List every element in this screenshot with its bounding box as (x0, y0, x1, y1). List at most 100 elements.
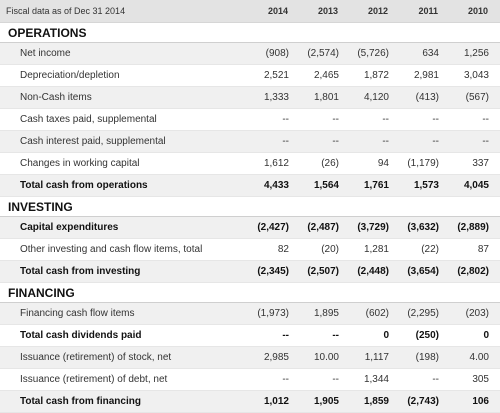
row-value: 4,045 (463, 180, 489, 191)
row-value: 1,872 (363, 70, 389, 81)
table-row: Total cash from operations 4,433 1,564 1,76… (0, 175, 500, 197)
table-row: Net income (908) (2,574) (5,726) 634 1,256 (0, 43, 500, 65)
row-value: -- (482, 114, 489, 125)
row-value: 1,333 (263, 92, 289, 103)
row-value: (1,179) (407, 158, 439, 169)
row-value: (2,507) (307, 266, 339, 277)
row-value: 1,801 (313, 92, 339, 103)
row-value: -- (282, 136, 289, 147)
row-value: 2,985 (263, 352, 289, 363)
table-row: Cash taxes paid, supplemental -- -- -- -- -- (0, 109, 500, 131)
row-label: Cash interest paid, supplemental (20, 136, 166, 147)
row-value: 1,281 (363, 244, 389, 255)
row-label: Non-Cash items (20, 92, 92, 103)
row-value: 1,859 (363, 396, 389, 407)
year-header-2010: 2010 (467, 6, 488, 16)
row-value: 1,895 (313, 308, 339, 319)
row-value: (3,632) (407, 222, 439, 233)
row-label: Other investing and cash flow items, tot… (20, 244, 203, 255)
row-label: Capital expenditures (20, 222, 119, 233)
row-value: 94 (377, 158, 389, 169)
row-value: (20) (321, 244, 339, 255)
row-value: -- (382, 114, 389, 125)
row-value: (2,889) (457, 222, 489, 233)
row-value: 82 (277, 244, 289, 255)
table-row: Changes in working capital 1,612 (26) 94 (1,… (0, 153, 500, 175)
table-row: Non-Cash items 1,333 1,801 4,120 (413) (567) (0, 87, 500, 109)
table-row: Financing cash flow items (1,973) 1,895 (60… (0, 303, 500, 325)
table-header: Fiscal data as of Dec 31 2014 2014 2013 … (0, 0, 500, 23)
row-value: -- (282, 374, 289, 385)
row-label: Total cash from investing (20, 266, 141, 277)
row-value: 2,521 (263, 70, 289, 81)
row-label: Cash taxes paid, supplemental (20, 114, 157, 125)
row-value: 1,256 (463, 48, 489, 59)
year-header-2012: 2012 (367, 6, 388, 16)
row-value: 2,465 (313, 70, 339, 81)
table-row: Total cash from financing 1,012 1,905 1,859… (0, 391, 500, 413)
section-title: INVESTING (0, 197, 500, 217)
row-value: -- (332, 136, 339, 147)
row-value: 4,120 (363, 92, 389, 103)
table-row: Other investing and cash flow items, tot… (0, 239, 500, 261)
row-value: (5,726) (357, 48, 389, 59)
row-value: (413) (415, 92, 439, 103)
table-row: Issuance (retirement) of debt, net -- -- 1,… (0, 369, 500, 391)
row-value: 106 (472, 396, 489, 407)
row-value: 1,905 (313, 396, 339, 407)
row-value: 4,433 (263, 180, 289, 191)
row-value: (1,973) (257, 308, 289, 319)
table-row: Total cash dividends paid -- -- 0 (250) 0 (0, 325, 500, 347)
row-label: Changes in working capital (20, 158, 140, 169)
section-title: FINANCING (0, 283, 500, 303)
row-value: -- (482, 136, 489, 147)
sections-container: OPERATIONS Net income (908) (2,574) (5,726) 6… (0, 23, 500, 413)
row-value: (2,427) (257, 222, 289, 233)
year-header-2013: 2013 (317, 6, 338, 16)
row-value: (2,295) (407, 308, 439, 319)
table-row: Cash interest paid, supplemental -- -- -- --… (0, 131, 500, 153)
row-label: Net income (20, 48, 71, 59)
row-value: 4.00 (469, 352, 489, 363)
row-value: 0 (383, 330, 389, 341)
row-value: (203) (465, 308, 489, 319)
row-value: (2,345) (257, 266, 289, 277)
row-value: (2,802) (457, 266, 489, 277)
table-row: Total cash from investing (2,345) (2,507) (… (0, 261, 500, 283)
row-value: 1,344 (363, 374, 389, 385)
row-value: -- (332, 374, 339, 385)
row-value: 1,612 (263, 158, 289, 169)
row-value: 634 (422, 48, 439, 59)
row-label: Depreciation/depletion (20, 70, 120, 81)
table-row: Depreciation/depletion 2,521 2,465 1,872 2,9… (0, 65, 500, 87)
row-value: 1,117 (364, 352, 389, 363)
row-value: 3,043 (463, 70, 489, 81)
row-label: Total cash from operations (20, 180, 148, 191)
row-value: (908) (265, 48, 289, 59)
row-value: -- (332, 114, 339, 125)
row-label: Total cash from financing (20, 396, 141, 407)
row-value: 87 (477, 244, 489, 255)
row-value: (198) (415, 352, 439, 363)
row-value: 1,564 (313, 180, 339, 191)
row-value: (2,574) (307, 48, 339, 59)
row-value: 1,761 (363, 180, 389, 191)
row-value: (26) (321, 158, 339, 169)
row-value: (2,743) (407, 396, 439, 407)
row-value: 305 (472, 374, 489, 385)
row-label: Issuance (retirement) of debt, net (20, 374, 168, 385)
row-value: (250) (415, 330, 439, 341)
row-value: (2,487) (307, 222, 339, 233)
row-value: -- (432, 114, 439, 125)
row-value: (22) (421, 244, 439, 255)
row-label: Issuance (retirement) of stock, net (20, 352, 172, 363)
row-label: Financing cash flow items (20, 308, 135, 319)
row-value: 0 (483, 330, 489, 341)
row-value: -- (432, 136, 439, 147)
row-value: -- (282, 330, 289, 341)
row-value: (2,448) (357, 266, 389, 277)
year-header-2011: 2011 (418, 6, 438, 16)
row-value: (602) (365, 308, 389, 319)
row-value: -- (332, 330, 339, 341)
